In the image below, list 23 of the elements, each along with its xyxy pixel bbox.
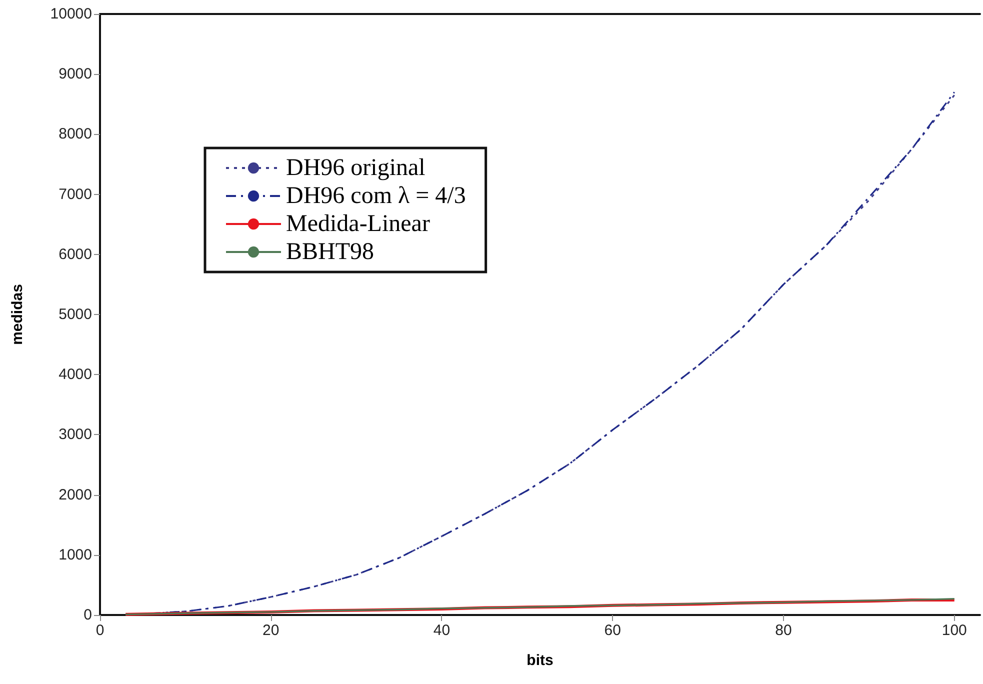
x-tick-label: 40 bbox=[433, 622, 450, 639]
y-tick-label: 3000 bbox=[58, 426, 92, 444]
y-tick-label: 0 bbox=[84, 606, 92, 624]
legend-label: DH96 original bbox=[286, 155, 426, 181]
legend-label: Medida-Linear bbox=[286, 211, 430, 237]
legend-label: DH96 com λ = 4/3 bbox=[286, 183, 466, 209]
x-tick-label: 20 bbox=[262, 622, 280, 639]
x-axis-title: bits bbox=[526, 652, 554, 669]
x-tick-label: 80 bbox=[775, 622, 792, 639]
x-tick-label: 60 bbox=[604, 622, 621, 639]
y-tick-label: 4000 bbox=[58, 366, 92, 384]
y-tick-label: 6000 bbox=[58, 246, 92, 263]
y-tick-label: 2000 bbox=[58, 486, 92, 504]
y-tick-label: 7000 bbox=[58, 186, 92, 203]
y-tick-label: 10000 bbox=[50, 6, 92, 22]
y-tick-label: 9000 bbox=[58, 66, 92, 83]
legend-label: BBHT98 bbox=[286, 239, 374, 265]
x-tick-label: 0 bbox=[96, 622, 104, 639]
y-tick-label: 5000 bbox=[58, 306, 92, 323]
x-tick-label: 100 bbox=[942, 622, 967, 639]
y-tick-label: 8000 bbox=[58, 126, 92, 143]
y-tick-label: 1000 bbox=[58, 546, 92, 564]
y-axis-title: medidas bbox=[9, 284, 26, 345]
